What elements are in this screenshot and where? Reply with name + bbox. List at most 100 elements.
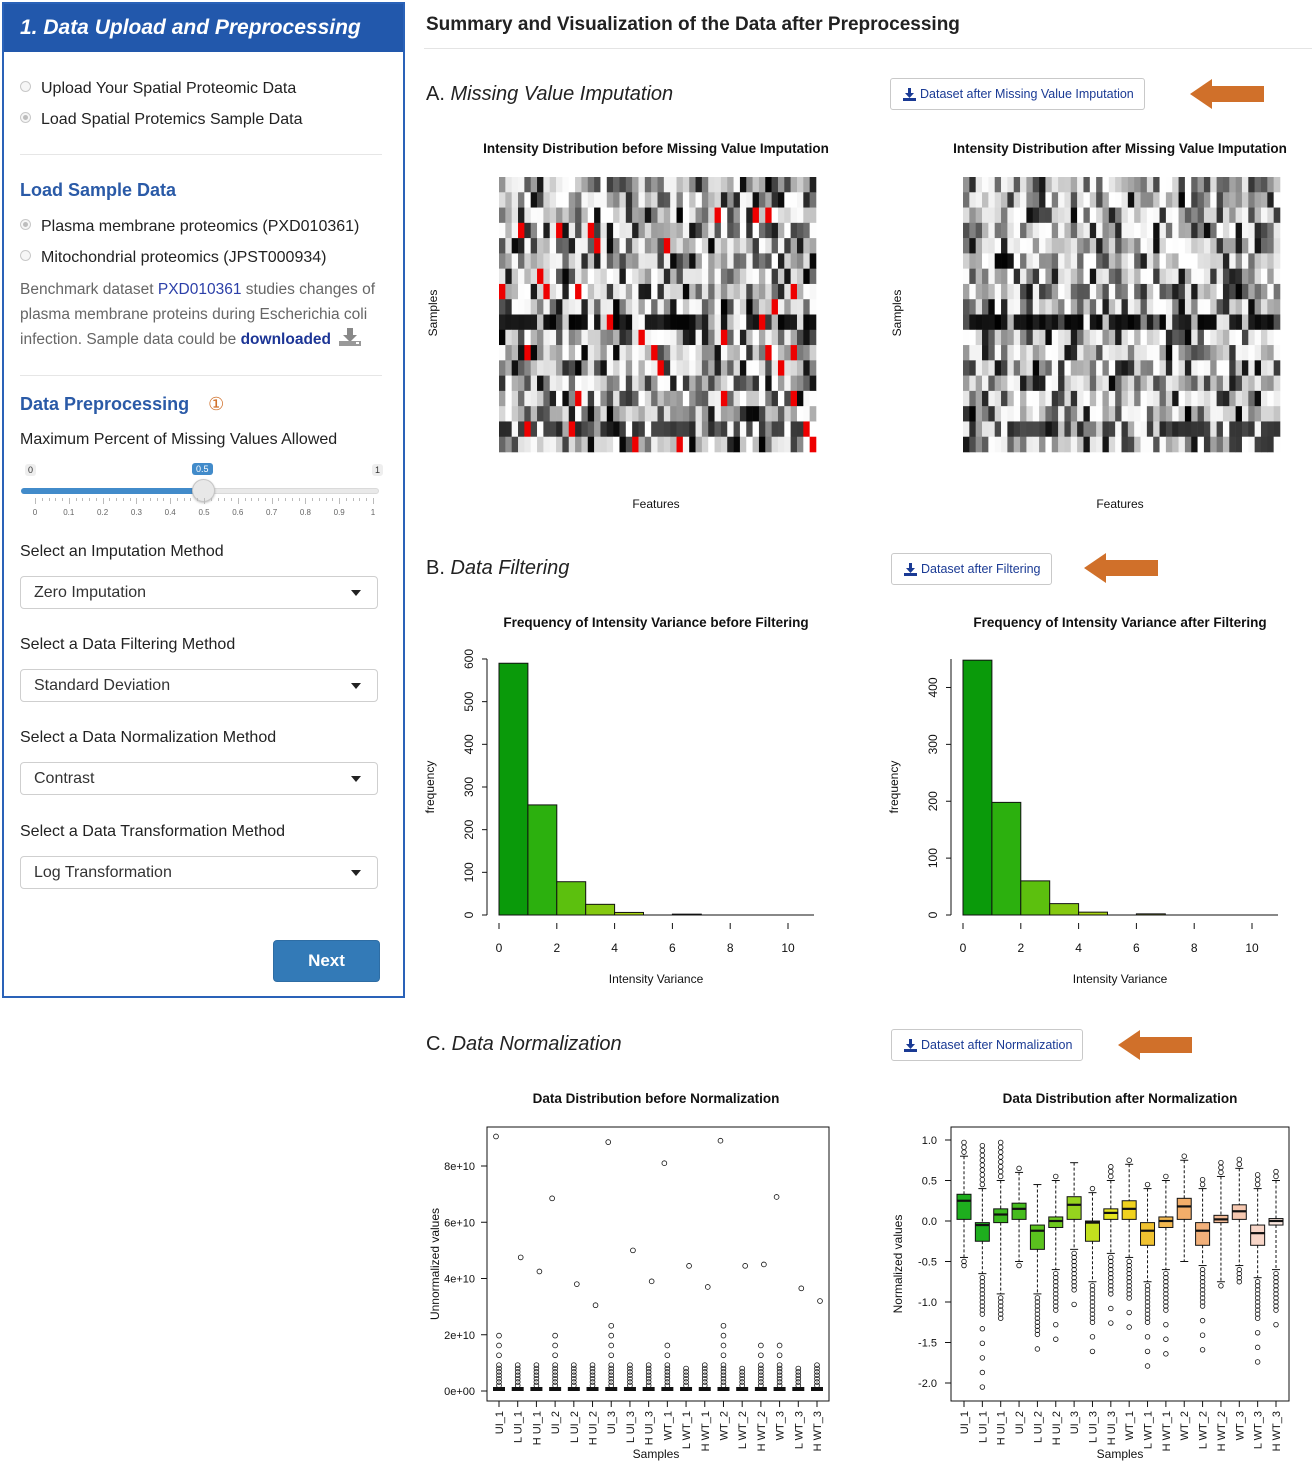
section-name: Missing Value Imputation: [450, 83, 674, 105]
heatmap-cell: [1222, 222, 1230, 239]
heatmap-cell: [790, 360, 798, 376]
heatmap-cell: [739, 238, 747, 254]
heatmap-cell: [1007, 329, 1015, 346]
heatmap-cell: [969, 360, 976, 376]
download-icon[interactable]: [338, 327, 364, 347]
heatmap-cell: [1229, 314, 1236, 331]
heatmap-cell: [518, 421, 525, 438]
heatmap-cell: [1089, 253, 1097, 269]
heatmap-cell: [1260, 329, 1268, 346]
heatmap-cell: [1007, 345, 1015, 361]
heatmap-cell: [1153, 375, 1160, 392]
heatmap-cell: [1026, 406, 1034, 422]
heatmap-cell: [771, 390, 779, 407]
heatmap-cell: [1184, 375, 1192, 392]
heatmap-cell: [1096, 268, 1103, 285]
heatmap-cell: [518, 436, 525, 453]
heatmap-cell: [594, 207, 601, 224]
heatmap-cell: [758, 222, 766, 239]
heatmap-cell: [1032, 253, 1040, 269]
radio-button-icon: [20, 249, 31, 261]
heatmap-cell: [1007, 375, 1015, 392]
imputation-select[interactable]: Zero Imputation: [20, 576, 378, 609]
heatmap-cell: [969, 421, 976, 438]
heatmap-cell: [1045, 207, 1053, 224]
heatmap-cell: [1178, 253, 1186, 269]
heatmap-cell: [1108, 238, 1116, 254]
outlier-point: [627, 1362, 633, 1368]
radio-plasma-membrane[interactable]: Plasma membrane proteomics (PXD010361): [20, 218, 359, 236]
heatmap-cell: [568, 238, 576, 254]
heatmap-cell: [556, 299, 563, 315]
heatmap-cell: [556, 406, 563, 422]
heatmap-cell: [701, 253, 709, 269]
download-filtered-button[interactable]: Dataset after Filtering: [891, 553, 1052, 585]
dataset-link[interactable]: PXD010361: [157, 281, 242, 298]
heatmap-cell: [606, 207, 614, 224]
outlier-point: [739, 1372, 745, 1379]
heatmap-cell: [587, 421, 595, 438]
slider-minor-tick: [129, 498, 131, 501]
outlier-point: [608, 1332, 615, 1339]
heatmap-cell: [1140, 299, 1148, 315]
heatmap-cell: [1096, 345, 1103, 361]
heatmap-cell: [1115, 222, 1122, 239]
radio-load-sample-data[interactable]: Load Spatial Protemics Sample Data: [20, 111, 302, 129]
heatmap-cell: [638, 345, 646, 361]
heatmap-cell: [777, 177, 785, 193]
heatmap-cell: [600, 253, 608, 269]
heatmap-cell: [1241, 238, 1249, 254]
heatmap-cell: [1178, 177, 1186, 193]
heatmap-cell: [1248, 207, 1255, 224]
heatmap-cell: [1140, 238, 1148, 254]
slider-handle[interactable]: [192, 479, 215, 502]
heatmap-cell: [803, 390, 810, 407]
imputation-value: Zero Imputation: [34, 584, 147, 601]
radio-upload-data[interactable]: Upload Your Spatial Proteomic Data: [20, 80, 296, 98]
heatmap-cell: [568, 360, 576, 376]
heatmap-cell: [524, 421, 531, 438]
heatmap-cell: [1254, 406, 1262, 422]
download-link[interactable]: downloaded: [240, 331, 332, 348]
heatmap-cell: [695, 421, 703, 438]
y-tick-label: 2e+10: [444, 1330, 475, 1342]
button-label: Dataset after Normalization: [921, 1038, 1073, 1052]
outlier-point: [814, 1362, 820, 1368]
outlier-point: [1163, 1321, 1169, 1328]
heatmap-cell: [619, 192, 627, 208]
outlier-point: [496, 1375, 502, 1382]
heatmap-cell: [982, 238, 989, 254]
heatmap-cell: [727, 436, 734, 453]
heatmap-cell: [1083, 177, 1091, 193]
box: [605, 1387, 618, 1391]
heatmap-cell: [1197, 283, 1205, 300]
heatmap-cell: [1013, 222, 1021, 239]
heatmap-cell: [1216, 314, 1224, 331]
section-name: Data Normalization: [451, 1033, 622, 1055]
heatmap-cell: [575, 253, 582, 269]
transformation-select[interactable]: Log Transformation: [20, 856, 378, 889]
normalization-select[interactable]: Contrast: [20, 762, 378, 795]
download-normalized-button[interactable]: Dataset after Normalization: [891, 1029, 1084, 1061]
heatmap-cell: [524, 268, 531, 285]
heatmap-cell: [1165, 253, 1173, 269]
slider-minor-tick: [109, 498, 111, 501]
download-imputed-button[interactable]: Dataset after Missing Value Imputation: [890, 78, 1145, 110]
filtering-select[interactable]: Standard Deviation: [20, 669, 378, 702]
slider-tick: [136, 498, 138, 504]
heatmap-cell: [1241, 406, 1249, 422]
heatmap-cell: [670, 421, 677, 438]
outlier-point: [686, 1263, 692, 1269]
x-axis-label: Features: [1096, 497, 1143, 511]
heatmap-cell: [790, 345, 798, 361]
heatmap-cell: [1108, 421, 1116, 438]
slider-tick-label: 0.1: [63, 508, 75, 517]
next-button[interactable]: Next: [273, 940, 380, 982]
heatmap-cell: [562, 177, 570, 193]
heatmap-cell: [784, 436, 791, 453]
heatmap-cell: [530, 207, 538, 224]
radio-mitochondrial[interactable]: Mitochondrial proteomics (JPST000934): [20, 249, 326, 267]
heatmap-cell: [663, 329, 671, 346]
section-a-heading: A. Missing Value Imputation: [426, 83, 673, 106]
outlier-point: [1144, 1283, 1151, 1289]
